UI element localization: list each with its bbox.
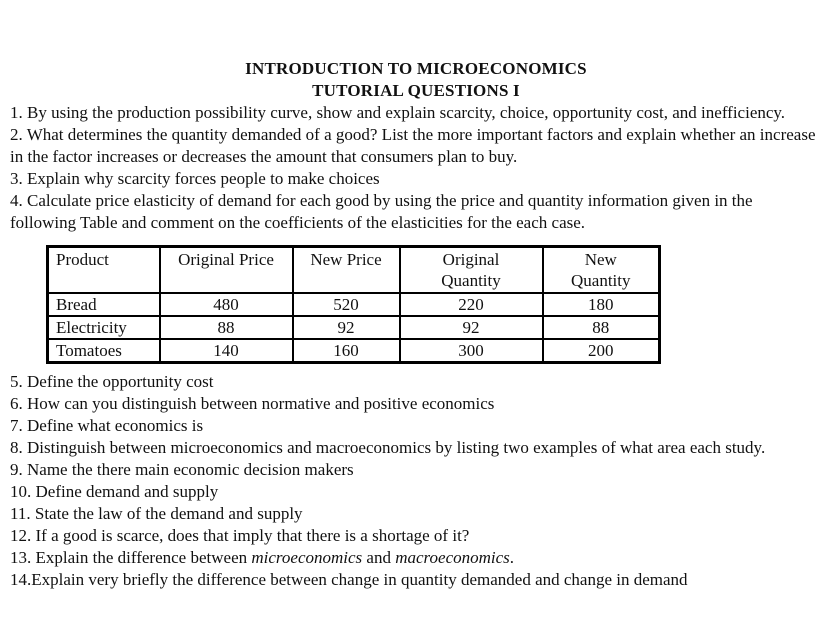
table-row-tomatoes: Tomatoes 140 160 300 200 xyxy=(46,338,661,364)
question-1: 1. By using the production possibility c… xyxy=(10,103,786,122)
cell-original-quantity: 92 xyxy=(398,315,544,340)
question-8: 8. Distinguish between microeconomics an… xyxy=(10,438,766,457)
question-13: 13. Explain the difference between micro… xyxy=(10,547,822,569)
question-13-italic-micro: microeconomics xyxy=(251,548,363,567)
header-original-quantity-line1: Original xyxy=(442,250,500,269)
document-subtitle: TUTORIAL QUESTIONS I xyxy=(312,81,520,100)
header-product: Product xyxy=(46,245,161,294)
cell-product: Electricity xyxy=(46,315,161,340)
question-13-prefix: 13. Explain the difference between xyxy=(10,548,252,567)
question-13-italic-macro: macroeconomics xyxy=(395,548,510,567)
cell-original-quantity: 220 xyxy=(398,292,544,317)
cell-product: Tomatoes xyxy=(46,338,161,364)
table-row-electricity: Electricity 88 92 92 88 xyxy=(46,315,661,340)
question-10: 10. Define demand and supply xyxy=(10,482,219,501)
question-6: 6. How can you distinguish between norma… xyxy=(10,394,495,413)
question-12: 12. If a good is scarce, does that imply… xyxy=(10,526,470,545)
cell-original-price: 88 xyxy=(158,315,294,340)
header-new-quantity-line2: Quantity xyxy=(571,271,631,290)
question-14: 14.Explain very briefly the difference b… xyxy=(10,570,688,589)
table-header-row: Product Original Price New Price Origina… xyxy=(46,245,661,294)
table-body: Bread 480 520 220 180 Electricity 88 92 … xyxy=(46,292,661,364)
header-original-quantity: Original Quantity xyxy=(398,245,544,294)
cell-original-price: 480 xyxy=(158,292,294,317)
cell-new-quantity: 88 xyxy=(541,315,661,340)
document-title: INTRODUCTION TO MICROECONOMICS xyxy=(245,59,587,78)
question-13-suffix: . xyxy=(509,548,515,567)
cell-new-quantity: 180 xyxy=(541,292,661,317)
table-row-bread: Bread 480 520 220 180 xyxy=(46,292,661,317)
header-original-price: Original Price xyxy=(158,245,294,294)
table-header: Product Original Price New Price Origina… xyxy=(46,245,661,294)
question-13-mid: and xyxy=(362,548,396,567)
header-new-quantity: New Quantity xyxy=(541,245,661,294)
cell-new-price: 520 xyxy=(291,292,401,317)
question-11: 11. State the law of the demand and supp… xyxy=(10,504,303,523)
cell-product: Bread xyxy=(46,292,161,317)
cell-new-price: 160 xyxy=(291,338,401,364)
cell-new-price: 92 xyxy=(291,315,401,340)
cell-original-price: 140 xyxy=(158,338,294,364)
question-7: 7. Define what economics is xyxy=(10,416,204,435)
question-4: 4. Calculate price elasticity of demand … xyxy=(10,191,753,232)
header-new-price: New Price xyxy=(291,245,401,294)
cell-original-quantity: 300 xyxy=(398,338,544,364)
header-new-quantity-line1: New xyxy=(584,250,617,269)
cell-new-quantity: 200 xyxy=(541,338,661,364)
question-2: 2. What determines the quantity demanded… xyxy=(10,125,816,166)
question-9: 9. Name the there main economic decision… xyxy=(10,460,354,479)
price-quantity-table: Product Original Price New Price Origina… xyxy=(46,245,661,364)
header-original-quantity-line2: Quantity xyxy=(441,271,501,290)
question-3: 3. Explain why scarcity forces people to… xyxy=(10,169,380,188)
question-5: 5. Define the opportunity cost xyxy=(10,372,214,391)
